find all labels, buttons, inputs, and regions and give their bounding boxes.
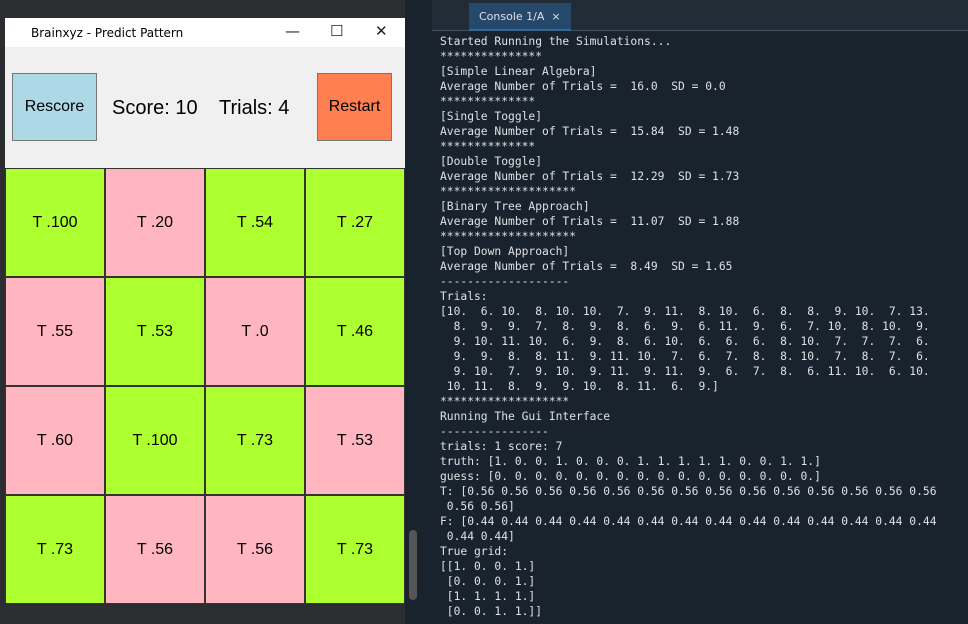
console-line: ---------------- [440, 425, 549, 438]
grid-cell[interactable]: T .100 [5, 168, 105, 277]
console-line: ******************** [440, 185, 577, 198]
trials-label: Trials: 4 [219, 97, 290, 119]
console-line: Trials: [440, 290, 488, 303]
pattern-grid: T .100 T .20 T .54 T .27 T .55 T .53 T .0 T .46… [5, 168, 405, 604]
grid-cell[interactable]: T .53 [105, 277, 205, 386]
tab-label: Console 1/A [479, 9, 545, 23]
tab-bar: Console 1/A × [432, 0, 968, 31]
console-line: [10. 6. 10. 8. 10. 10. 7. 9. 11. 8. 10. … [440, 305, 930, 318]
grid-cell[interactable]: T .73 [205, 386, 305, 495]
console-line: [Binary Tree Approach] [440, 200, 590, 213]
rescore-button[interactable]: Rescore [12, 73, 97, 141]
console-line: Running The Gui Interface [440, 410, 611, 423]
grid-cell[interactable]: T .55 [5, 277, 105, 386]
console-line: [0. 0. 1. 1.]] [440, 605, 543, 618]
grid-cell[interactable]: T .54 [205, 168, 305, 277]
title-bar: Brainxyz - Predict Pattern — ☐ ✕ [5, 18, 405, 47]
window-title: Brainxyz - Predict Pattern [31, 25, 184, 40]
console-line: [Top Down Approach] [440, 245, 570, 258]
grid-cell[interactable]: T .73 [5, 495, 105, 604]
console-line: [Simple Linear Algebra] [440, 65, 597, 78]
minimize-button[interactable]: — [285, 22, 300, 40]
console-line: True grid: [440, 545, 509, 558]
console-line: 0.44 0.44] [440, 530, 515, 543]
grid-cell[interactable]: T .27 [305, 168, 405, 277]
console-line: Average Number of Trials = 16.0 SD = 0.0 [440, 80, 726, 93]
console-line: 9. 10. 7. 9. 10. 9. 11. 9. 11. 9. 6. 7. … [440, 365, 930, 378]
console-line: [[1. 0. 0. 1.] [440, 560, 536, 573]
side-panel [405, 0, 432, 624]
console-line: ******************** [440, 230, 577, 243]
maximize-button[interactable]: ☐ [330, 22, 344, 40]
console-line: ************** [440, 140, 536, 153]
console-line: [0. 0. 0. 1.] [440, 575, 536, 588]
console-line: trials: 1 score: 7 [440, 440, 563, 453]
console-line: Average Number of Trials = 12.29 SD = 1.… [440, 170, 740, 183]
console-line: T: [0.56 0.56 0.56 0.56 0.56 0.56 0.56 0… [440, 485, 937, 498]
console-tab[interactable]: Console 1/A × [469, 3, 571, 31]
grid-cell[interactable]: T .56 [105, 495, 205, 604]
console-line: *************** [440, 50, 543, 63]
console-line: 9. 9. 8. 8. 11. 9. 11. 10. 7. 6. 7. 8. 8… [440, 350, 930, 363]
console-line: 0.56 0.56] [440, 500, 515, 513]
console-line: guess: [0. 0. 0. 0. 0. 0. 0. 0. 0. 0. 0.… [440, 470, 821, 483]
grid-cell[interactable]: T .53 [305, 386, 405, 495]
console-line: 10. 11. 8. 9. 9. 10. 8. 11. 6. 9.] [440, 380, 719, 393]
console-output: Started Running the Simulations... ******… [440, 34, 937, 619]
app-window: Brainxyz - Predict Pattern — ☐ ✕ Rescore… [5, 18, 405, 604]
close-button[interactable]: ✕ [375, 22, 388, 40]
scrollbar[interactable] [409, 530, 417, 600]
grid-cell[interactable]: T .100 [105, 386, 205, 495]
console-pane: Console 1/A × Started Running the Simula… [432, 0, 968, 624]
console-line: [Single Toggle] [440, 110, 543, 123]
grid-cell[interactable]: T .60 [5, 386, 105, 495]
console-line: ******************* [440, 395, 570, 408]
console-line: Average Number of Trials = 8.49 SD = 1.6… [440, 260, 733, 273]
toolbar: Rescore Score: 10 Trials: 4 Restart [5, 47, 405, 168]
console-line: 9. 10. 11. 10. 6. 9. 8. 6. 10. 6. 6. 6. … [440, 335, 930, 348]
restart-button[interactable]: Restart [317, 73, 392, 141]
console-line: truth: [1. 0. 0. 1. 0. 0. 0. 1. 1. 1. 1.… [440, 455, 821, 468]
console-line: ************** [440, 95, 536, 108]
score-label: Score: 10 [112, 97, 198, 119]
grid-cell[interactable]: T .20 [105, 168, 205, 277]
console-line: [1. 1. 1. 1.] [440, 590, 536, 603]
console-line: F: [0.44 0.44 0.44 0.44 0.44 0.44 0.44 0… [440, 515, 937, 528]
console-line: Started Running the Simulations... [440, 35, 672, 48]
grid-cell[interactable]: T .46 [305, 277, 405, 386]
console-line: 8. 9. 9. 7. 8. 9. 8. 6. 9. 6. 11. 9. 6. … [440, 320, 930, 333]
grid-cell[interactable]: T .73 [305, 495, 405, 604]
console-line: ------------------- [440, 275, 570, 288]
console-line: Average Number of Trials = 15.84 SD = 1.… [440, 125, 740, 138]
console-line: Average Number of Trials = 11.07 SD = 1.… [440, 215, 740, 228]
console-line: [Double Toggle] [440, 155, 543, 168]
grid-cell[interactable]: T .0 [205, 277, 305, 386]
grid-cell[interactable]: T .56 [205, 495, 305, 604]
